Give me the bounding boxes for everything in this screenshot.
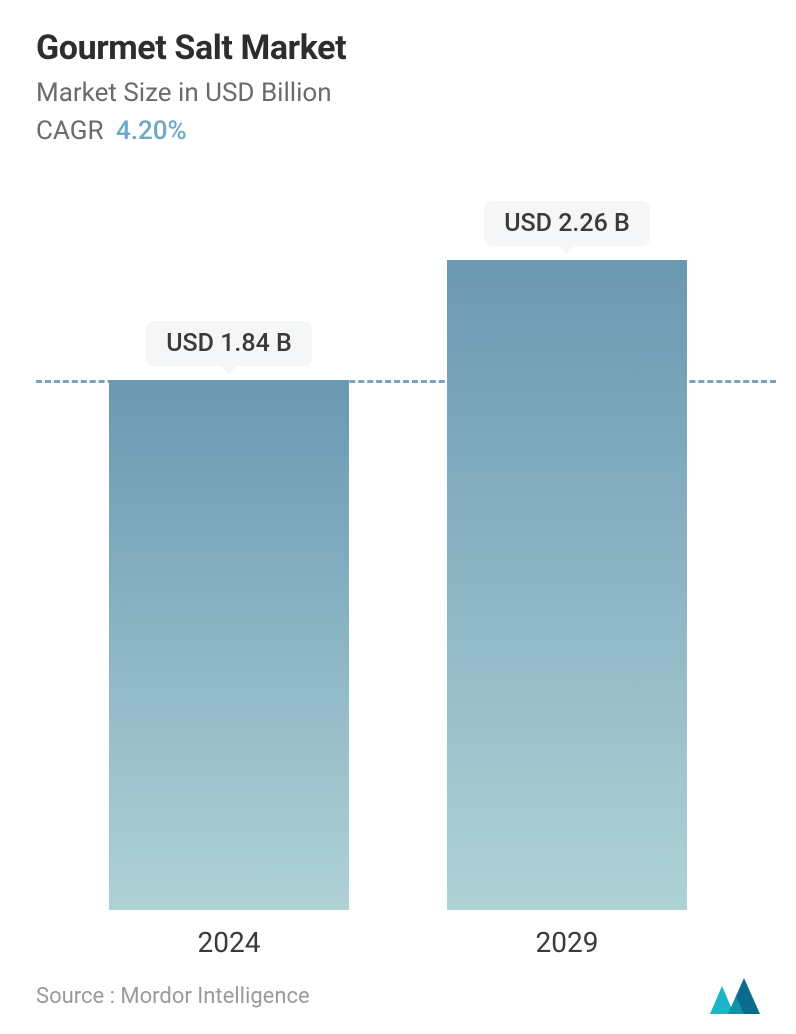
- chart-area: USD 1.84 B USD 2.26 B: [0, 190, 796, 910]
- mordor-logo-icon: [708, 976, 768, 1016]
- source-text: Source : Mordor Intelligence: [36, 984, 310, 1009]
- bar-0: [109, 380, 349, 910]
- x-label-1: 2029: [447, 912, 687, 959]
- bar-group-1: USD 2.26 B: [447, 201, 687, 910]
- chart-subtitle: Market Size in USD Billion: [36, 78, 760, 108]
- cagr-line: CAGR 4.20%: [36, 116, 760, 146]
- chart-header: Gourmet Salt Market Market Size in USD B…: [0, 0, 796, 156]
- bar-group-0: USD 1.84 B: [109, 321, 349, 910]
- x-label-0: 2024: [109, 912, 349, 959]
- x-axis: 2024 2029: [0, 912, 796, 959]
- cagr-value: 4.20%: [116, 116, 187, 146]
- bar-value-label: USD 2.26 B: [484, 201, 650, 246]
- cagr-label: CAGR: [36, 116, 103, 146]
- chart-footer: Source : Mordor Intelligence: [36, 976, 768, 1016]
- bars-container: USD 1.84 B USD 2.26 B: [0, 190, 796, 910]
- chart-title: Gourmet Salt Market: [36, 28, 760, 68]
- bar-value-label: USD 1.84 B: [146, 321, 312, 366]
- bar-1: [447, 260, 687, 910]
